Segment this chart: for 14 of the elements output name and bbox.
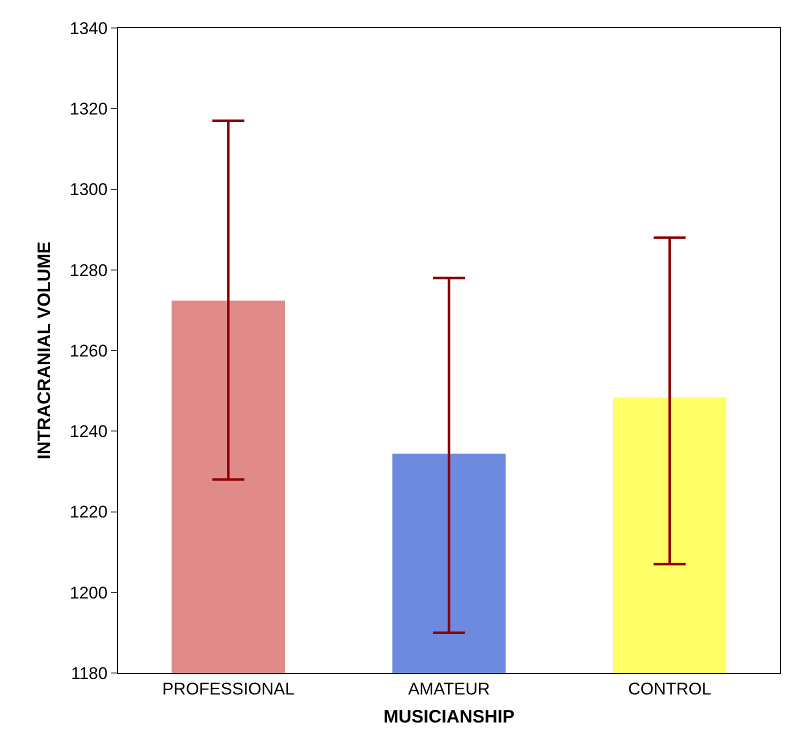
x-axis-title: MUSICIANSHIP [383, 706, 515, 726]
y-tick-label: 1220 [70, 502, 108, 522]
x-tick-label: AMATEUR [408, 679, 490, 698]
y-tick-label: 1240 [70, 422, 108, 442]
y-tick-label: 1340 [70, 18, 108, 38]
y-tick-label: 1320 [70, 100, 108, 119]
y-tick-label: 1300 [70, 180, 108, 200]
y-axis-title: INTRACRANIAL VOLUME [34, 242, 54, 460]
y-tick-label: 1260 [70, 341, 108, 360]
x-tick-label: PROFESSIONAL [162, 679, 294, 698]
x-tick-label: CONTROL [628, 679, 712, 698]
y-tick-label: 1200 [70, 583, 108, 602]
y-tick-label: 1280 [70, 260, 108, 280]
y-tick-label: 1180 [71, 664, 108, 683]
